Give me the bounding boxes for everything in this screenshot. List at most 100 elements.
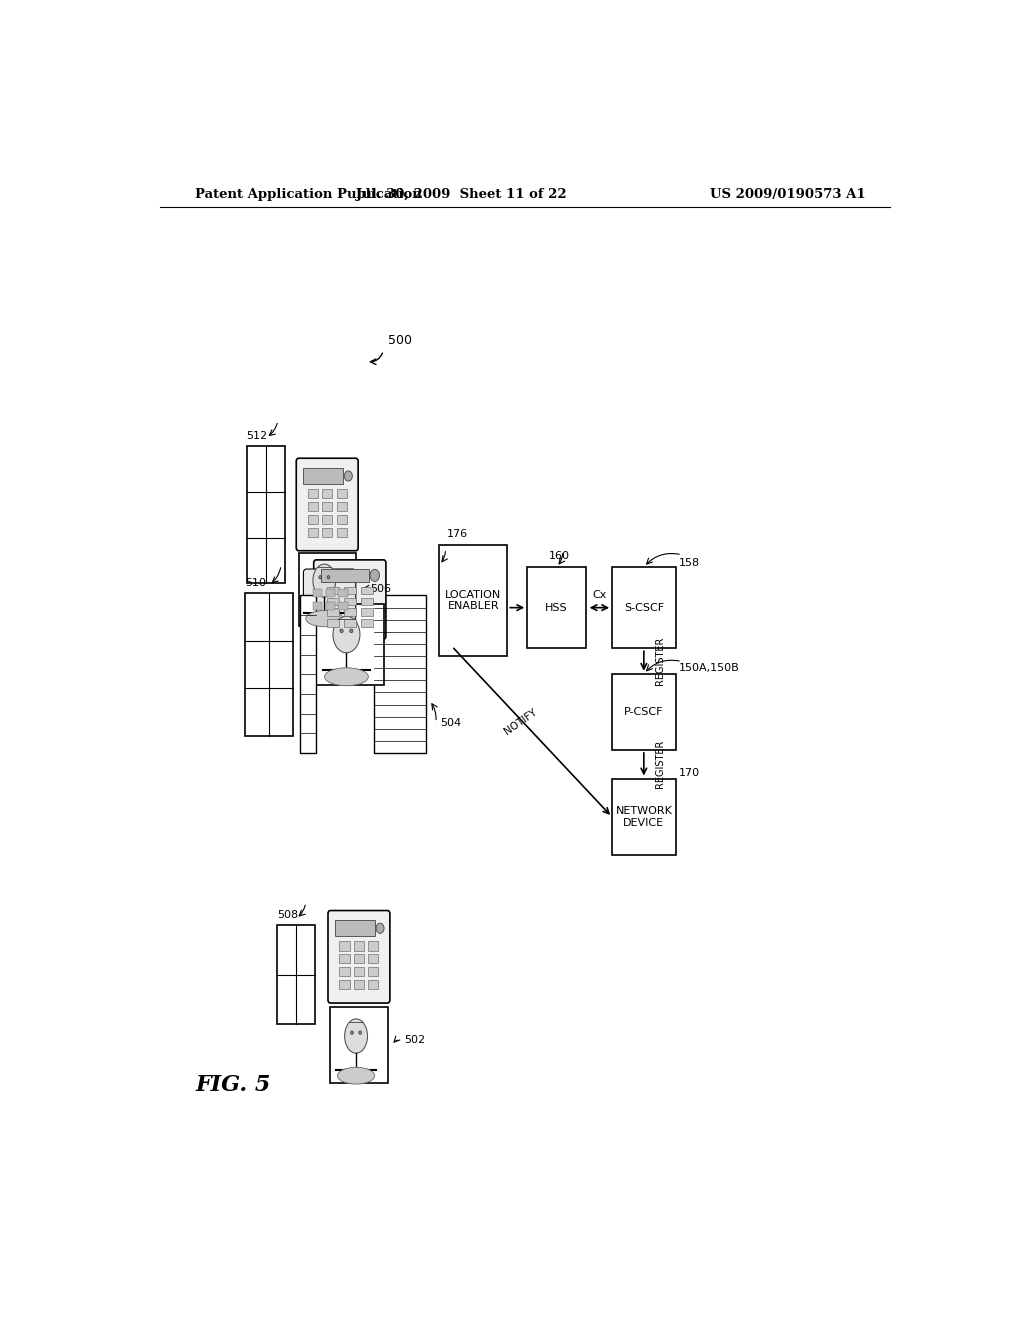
Bar [326, 602, 335, 610]
Bar [335, 920, 375, 936]
Bar [360, 609, 373, 616]
Text: Patent Application Publication: Patent Application Publication [196, 189, 422, 202]
Text: FIG. 5: FIG. 5 [196, 1074, 270, 1097]
Ellipse shape [340, 630, 343, 632]
Ellipse shape [306, 611, 343, 627]
Bar [354, 981, 364, 990]
Text: 158: 158 [679, 558, 699, 568]
Text: 502: 502 [404, 1035, 425, 1044]
Text: S-CSCF: S-CSCF [624, 603, 664, 612]
Text: NOTIFY: NOTIFY [503, 706, 539, 737]
Bar [339, 968, 349, 977]
Bar [339, 941, 349, 950]
Bar [303, 469, 343, 483]
FancyBboxPatch shape [303, 569, 355, 620]
Text: Cx: Cx [592, 590, 606, 599]
Ellipse shape [318, 576, 322, 579]
Text: 500: 500 [388, 334, 413, 347]
Bar [369, 981, 379, 990]
Bar [327, 586, 339, 594]
Bar [337, 528, 347, 537]
Text: 150A,150B: 150A,150B [679, 663, 739, 673]
Bar [360, 598, 373, 605]
Bar [344, 619, 355, 627]
Bar [339, 954, 349, 964]
FancyBboxPatch shape [313, 560, 386, 639]
Text: REGISTER: REGISTER [655, 741, 665, 788]
Bar [612, 675, 676, 751]
Bar [307, 528, 317, 537]
Bar [339, 981, 349, 990]
Bar [338, 602, 348, 610]
Circle shape [370, 569, 380, 581]
Text: 508: 508 [278, 909, 298, 920]
Text: 512: 512 [246, 430, 267, 441]
Text: 504: 504 [440, 718, 461, 727]
Text: 506: 506 [370, 585, 391, 594]
Bar [327, 609, 339, 616]
Ellipse shape [338, 1068, 375, 1084]
Bar [337, 515, 347, 524]
Bar [323, 502, 332, 511]
Bar [344, 609, 355, 616]
Text: 176: 176 [447, 528, 468, 539]
Bar [374, 595, 426, 752]
Bar [313, 602, 323, 610]
Bar [612, 568, 676, 648]
Ellipse shape [345, 1019, 368, 1053]
Ellipse shape [358, 1031, 361, 1035]
Bar [327, 598, 339, 605]
Bar [323, 490, 332, 498]
Bar [354, 968, 364, 977]
Ellipse shape [350, 1031, 353, 1035]
Text: P-CSCF: P-CSCF [624, 708, 664, 717]
Circle shape [376, 923, 384, 933]
Bar [439, 545, 507, 656]
Bar [369, 968, 379, 977]
Text: HSS: HSS [545, 603, 568, 612]
Bar [344, 598, 355, 605]
Bar [327, 619, 339, 627]
Text: REGISTER: REGISTER [655, 636, 665, 685]
Bar [337, 490, 347, 498]
Bar [316, 603, 384, 685]
Ellipse shape [325, 668, 369, 685]
Ellipse shape [349, 630, 353, 632]
Bar [278, 925, 315, 1024]
Bar [323, 515, 332, 524]
Bar [307, 490, 317, 498]
Bar [331, 1007, 387, 1084]
Text: Jul. 30, 2009  Sheet 11 of 22: Jul. 30, 2009 Sheet 11 of 22 [356, 189, 566, 202]
Text: US 2009/0190573 A1: US 2009/0190573 A1 [711, 189, 866, 202]
Bar [526, 568, 587, 648]
Ellipse shape [313, 564, 336, 597]
Bar [337, 502, 347, 511]
Bar [354, 941, 364, 950]
Bar [300, 595, 316, 752]
Text: 170: 170 [679, 768, 699, 779]
Text: LOCATION
ENABLER: LOCATION ENABLER [445, 590, 502, 611]
Bar [246, 594, 293, 735]
Bar [338, 589, 348, 598]
Bar [354, 954, 364, 964]
FancyBboxPatch shape [296, 458, 358, 550]
Bar [369, 954, 379, 964]
Bar [369, 941, 379, 950]
Circle shape [344, 471, 352, 480]
Text: 510: 510 [246, 578, 266, 589]
FancyBboxPatch shape [328, 911, 390, 1003]
Bar [307, 502, 317, 511]
Bar [322, 569, 369, 582]
Bar [360, 619, 373, 627]
Bar [247, 446, 285, 583]
Text: NETWORK
DEVICE: NETWORK DEVICE [615, 807, 673, 828]
Text: 160: 160 [549, 550, 569, 561]
Ellipse shape [327, 576, 330, 579]
Ellipse shape [333, 616, 359, 653]
Bar [299, 553, 355, 626]
Bar [326, 589, 335, 598]
Bar [307, 515, 317, 524]
Bar [360, 586, 373, 594]
Bar [612, 779, 676, 855]
Bar [313, 589, 323, 598]
